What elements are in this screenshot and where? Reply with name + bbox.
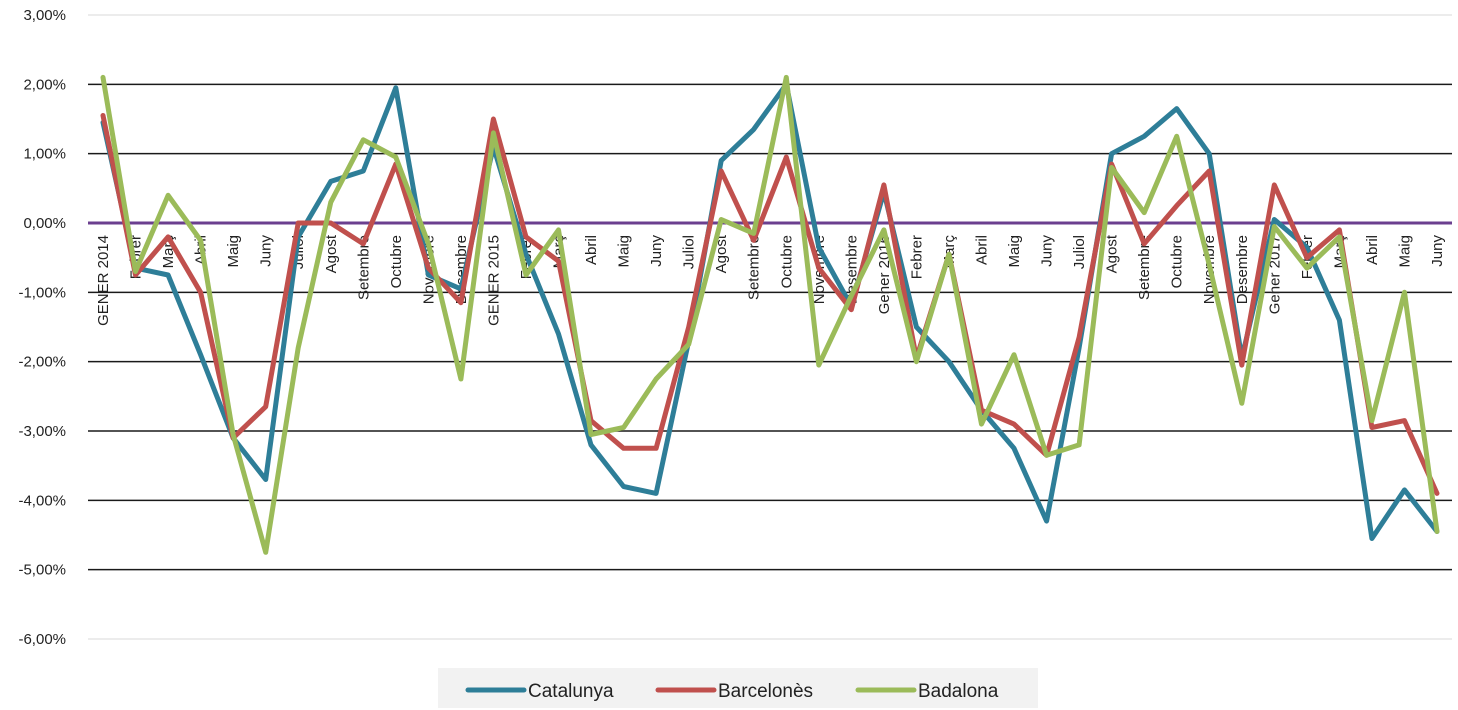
- x-tick-label: Juliol: [681, 235, 698, 269]
- x-tick-label: Abril: [1364, 235, 1381, 265]
- x-tick-label: Agost: [323, 234, 340, 273]
- x-tick-label: Maig: [225, 235, 242, 268]
- x-tick-label: Octubre: [778, 235, 795, 288]
- series-line-badalona: [100, 74, 1440, 555]
- y-tick-label: -1,00%: [18, 284, 66, 301]
- grid-lines: [88, 14, 1452, 640]
- x-tick-label: Juny: [1039, 235, 1056, 267]
- y-tick-label: -3,00%: [18, 423, 66, 440]
- x-tick-label: Juny: [258, 235, 275, 267]
- x-tick-label: Agost: [713, 234, 730, 273]
- y-tick-label: -5,00%: [18, 562, 66, 579]
- y-tick-label: -2,00%: [18, 354, 66, 371]
- y-tick-label: 1,00%: [23, 146, 66, 163]
- x-tick-label: Juny: [648, 235, 665, 267]
- x-tick-label: Octubre: [1169, 235, 1186, 288]
- x-tick-label: Abril: [583, 235, 600, 265]
- x-tick-label: GENER 2014: [95, 235, 112, 326]
- x-tick-label: Maig: [616, 235, 633, 268]
- y-tick-label: -6,00%: [18, 631, 66, 648]
- x-tick-label: Desembre: [1234, 235, 1251, 304]
- legend-label: Barcelonès: [718, 681, 813, 702]
- series-line-catalunya: [100, 81, 1440, 541]
- series-lines: [100, 74, 1440, 555]
- y-tick-label: 3,00%: [23, 7, 66, 24]
- x-tick-label: Octubre: [388, 235, 405, 288]
- x-tick-label: Juliol: [1071, 235, 1088, 269]
- y-axis-tick-labels: -6,00% -5,00% -4,00% -3,00% -2,00% -1,00% 0,00…: [18, 7, 66, 648]
- x-tick-label: Agost: [1104, 234, 1121, 273]
- x-tick-label: Abril: [973, 235, 990, 265]
- x-tick-label: Setembre: [355, 235, 372, 300]
- legend-label: Catalunya: [528, 681, 614, 702]
- x-tick-label: Maig: [1396, 235, 1413, 268]
- legend-box: [438, 668, 1038, 708]
- y-tick-label: 0,00%: [23, 215, 66, 232]
- x-tick-label: Febrer: [908, 235, 925, 279]
- x-tick-label: Juny: [1429, 235, 1446, 267]
- x-tick-label: Setembre: [1136, 235, 1153, 300]
- x-tick-label: Setembre: [746, 235, 763, 300]
- y-tick-label: -4,00%: [18, 492, 66, 509]
- x-tick-label: Maig: [1006, 235, 1023, 268]
- legend-label: Badalona: [918, 681, 999, 702]
- legend: Catalunya Barcelonès Badalona: [438, 668, 1038, 708]
- y-tick-label: 2,00%: [23, 76, 66, 93]
- x-tick-label: GENER 2015: [485, 235, 502, 326]
